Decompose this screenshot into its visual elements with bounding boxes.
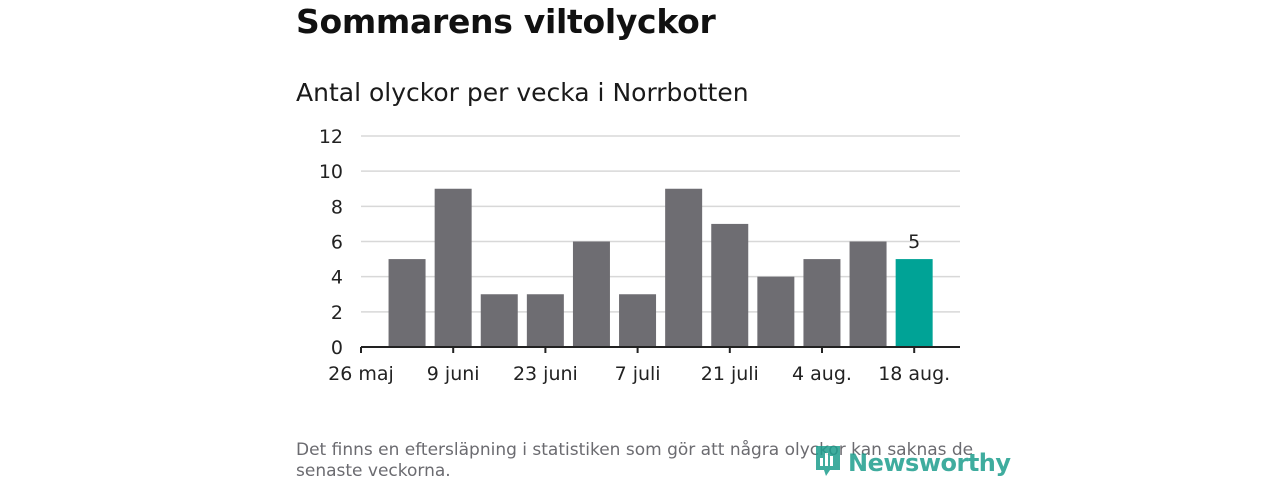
footnote: Det finns en eftersläpning i statistiken… <box>296 440 974 481</box>
data-labels: 5 <box>908 231 920 253</box>
bar <box>434 188 472 347</box>
chart-subtitle: Antal olyckor per vecka i Norrbotten <box>296 78 749 107</box>
newsworthy-logo-icon <box>814 444 842 482</box>
x-tick-label: 23 juni <box>513 363 578 385</box>
bars <box>388 188 933 347</box>
chart-title: Sommarens viltolyckor <box>296 2 716 41</box>
y-tick-label: 8 <box>331 196 343 218</box>
x-tick-label: 9 juni <box>427 363 480 385</box>
data-label: 5 <box>908 231 920 253</box>
bar <box>895 259 933 347</box>
bar <box>849 241 887 347</box>
y-tick-label: 6 <box>331 232 343 254</box>
bar <box>803 259 841 347</box>
bar <box>526 294 564 347</box>
x-tick-label: 7 juli <box>615 363 661 385</box>
bar <box>757 276 795 347</box>
x-axis-ticks: 26 maj 9 juni 23 juni 7 juli 21 juli 4 aug. 18… <box>328 347 950 385</box>
y-tick-label: 12 <box>319 126 343 148</box>
y-axis-ticks: 0 2 4 6 8 10 12 <box>319 126 343 359</box>
bar <box>665 188 703 347</box>
bar <box>480 294 518 347</box>
bar-chart: 0 2 4 6 8 10 12 5 26 maj 9 juni 23 juni 7 juli 21 … <box>319 126 960 385</box>
y-tick-label: 10 <box>319 161 343 183</box>
bar <box>572 241 610 347</box>
y-tick-label: 2 <box>331 302 343 324</box>
bar <box>619 294 657 347</box>
x-tick-label: 4 aug. <box>792 363 852 385</box>
brand-name: Newsworthy <box>848 449 1011 477</box>
y-tick-label: 0 <box>331 337 343 359</box>
brand-logo[interactable]: Newsworthy <box>814 446 1011 480</box>
x-tick-label: 21 juli <box>701 363 759 385</box>
bar <box>388 259 426 347</box>
bar <box>711 223 749 347</box>
y-tick-label: 4 <box>331 267 343 289</box>
x-tick-label: 26 maj <box>328 363 394 385</box>
x-tick-label: 18 aug. <box>878 363 950 385</box>
